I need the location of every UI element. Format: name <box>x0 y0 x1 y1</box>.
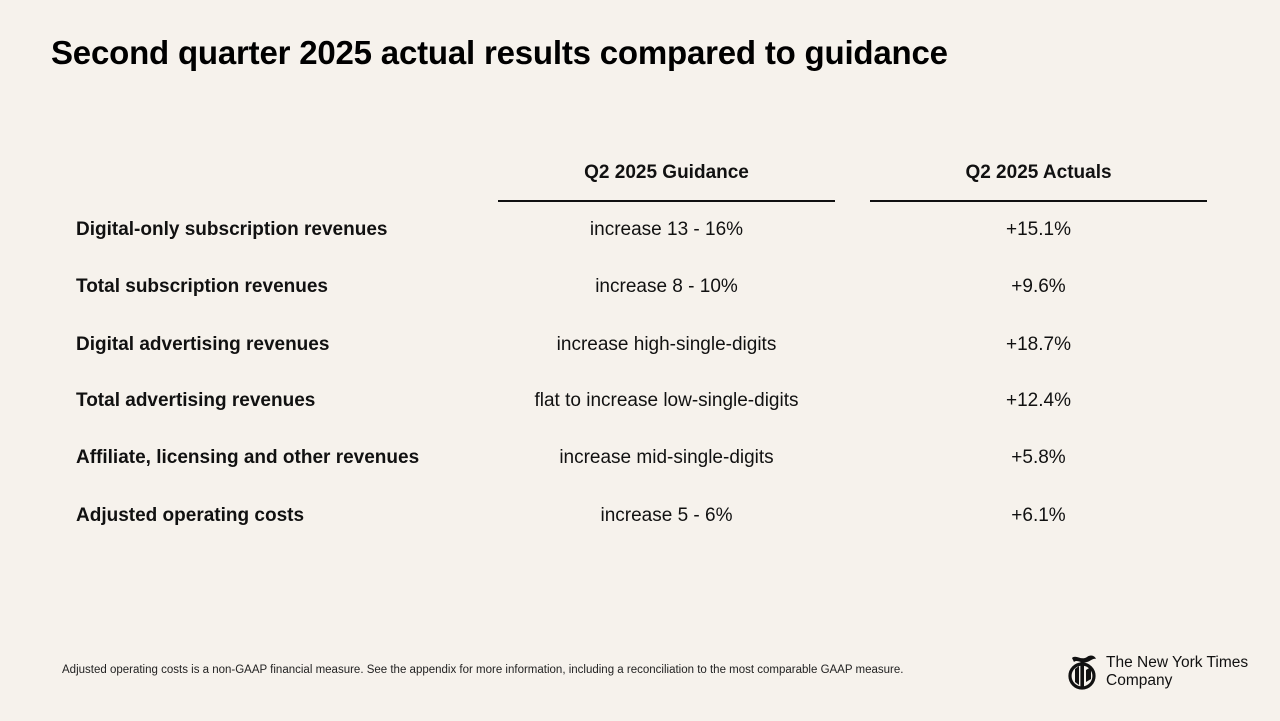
row-actual: +5.8% <box>1011 447 1066 468</box>
nyt-t-logo-icon <box>1068 655 1096 690</box>
row-guidance: increase 8 - 10% <box>595 276 738 297</box>
row-guidance: increase high-single-digits <box>556 334 777 355</box>
table-row: Digital advertising revenues increase hi… <box>0 330 1280 360</box>
column-header-guidance: Q2 2025 Guidance <box>498 160 835 202</box>
row-guidance: flat to increase low-single-digits <box>534 390 799 411</box>
table-row: Digital-only subscription revenues incre… <box>0 215 1280 245</box>
row-actual: +18.7% <box>1006 334 1071 355</box>
row-label: Affiliate, licensing and other revenues <box>76 447 420 468</box>
row-guidance: increase 5 - 6% <box>600 505 733 526</box>
row-actual: +6.1% <box>1011 505 1066 526</box>
row-actual: +15.1% <box>1006 219 1071 240</box>
row-actual: +9.6% <box>1011 276 1066 297</box>
logo-text-line1: The New York Times <box>1106 654 1249 671</box>
row-label: Total advertising revenues <box>76 390 316 411</box>
footnote: Adjusted operating costs is a non-GAAP f… <box>62 664 904 676</box>
row-guidance: increase 13 - 16% <box>589 219 744 240</box>
table-row: Total advertising revenues flat to incre… <box>0 386 1280 416</box>
company-logo: The New York Times Company <box>1067 652 1248 692</box>
row-label: Adjusted operating costs <box>76 505 305 526</box>
table-row: Affiliate, licensing and other revenues … <box>0 443 1280 473</box>
column-header-actuals: Q2 2025 Actuals <box>870 160 1207 202</box>
row-label: Digital advertising revenues <box>76 334 330 355</box>
row-actual: +12.4% <box>1006 390 1071 411</box>
table-row: Total subscription revenues increase 8 -… <box>0 272 1280 302</box>
page-title: Second quarter 2025 actual results compa… <box>51 34 948 71</box>
row-guidance: increase mid-single-digits <box>559 447 774 468</box>
row-label: Digital-only subscription revenues <box>76 219 388 240</box>
logo-text-line2: Company <box>1106 672 1173 689</box>
table-row: Adjusted operating costs increase 5 - 6%… <box>0 501 1280 531</box>
row-label: Total subscription revenues <box>76 276 328 297</box>
